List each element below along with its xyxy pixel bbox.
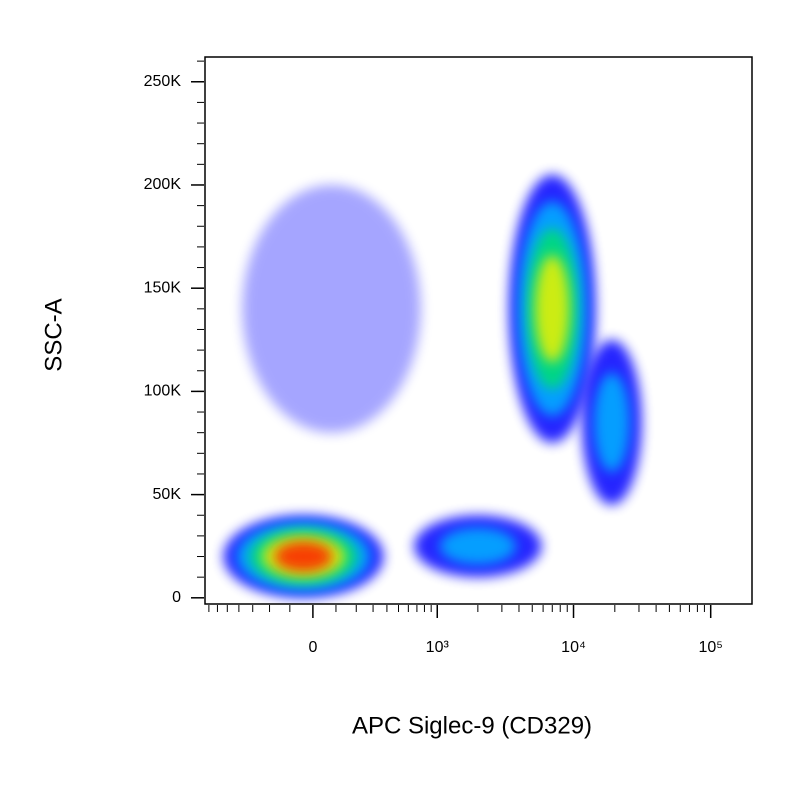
density-level: [274, 541, 333, 572]
y-tick-label: 200K: [144, 176, 182, 193]
y-tick-label: 100K: [144, 383, 182, 400]
y-tick-label: 50K: [153, 486, 182, 503]
y-axis-label: SSC-A: [40, 298, 67, 371]
x-tick-label: 10⁴: [561, 639, 586, 656]
density-level: [439, 527, 517, 565]
x-tick-label: 0: [308, 639, 317, 656]
y-tick-label: 150K: [144, 279, 182, 296]
x-tick-label: 10⁵: [698, 639, 722, 656]
density-level: [242, 184, 421, 433]
x-axis-label: APC Siglec-9 (CD329): [352, 712, 592, 739]
y-tick-label: 0: [172, 589, 181, 606]
plot-frame: [204, 56, 753, 605]
y-tick-label: 250K: [144, 73, 182, 90]
density-level: [534, 255, 570, 363]
x-tick-label: 10³: [426, 639, 450, 656]
plot-area: [223, 174, 642, 598]
density-level: [593, 372, 630, 472]
